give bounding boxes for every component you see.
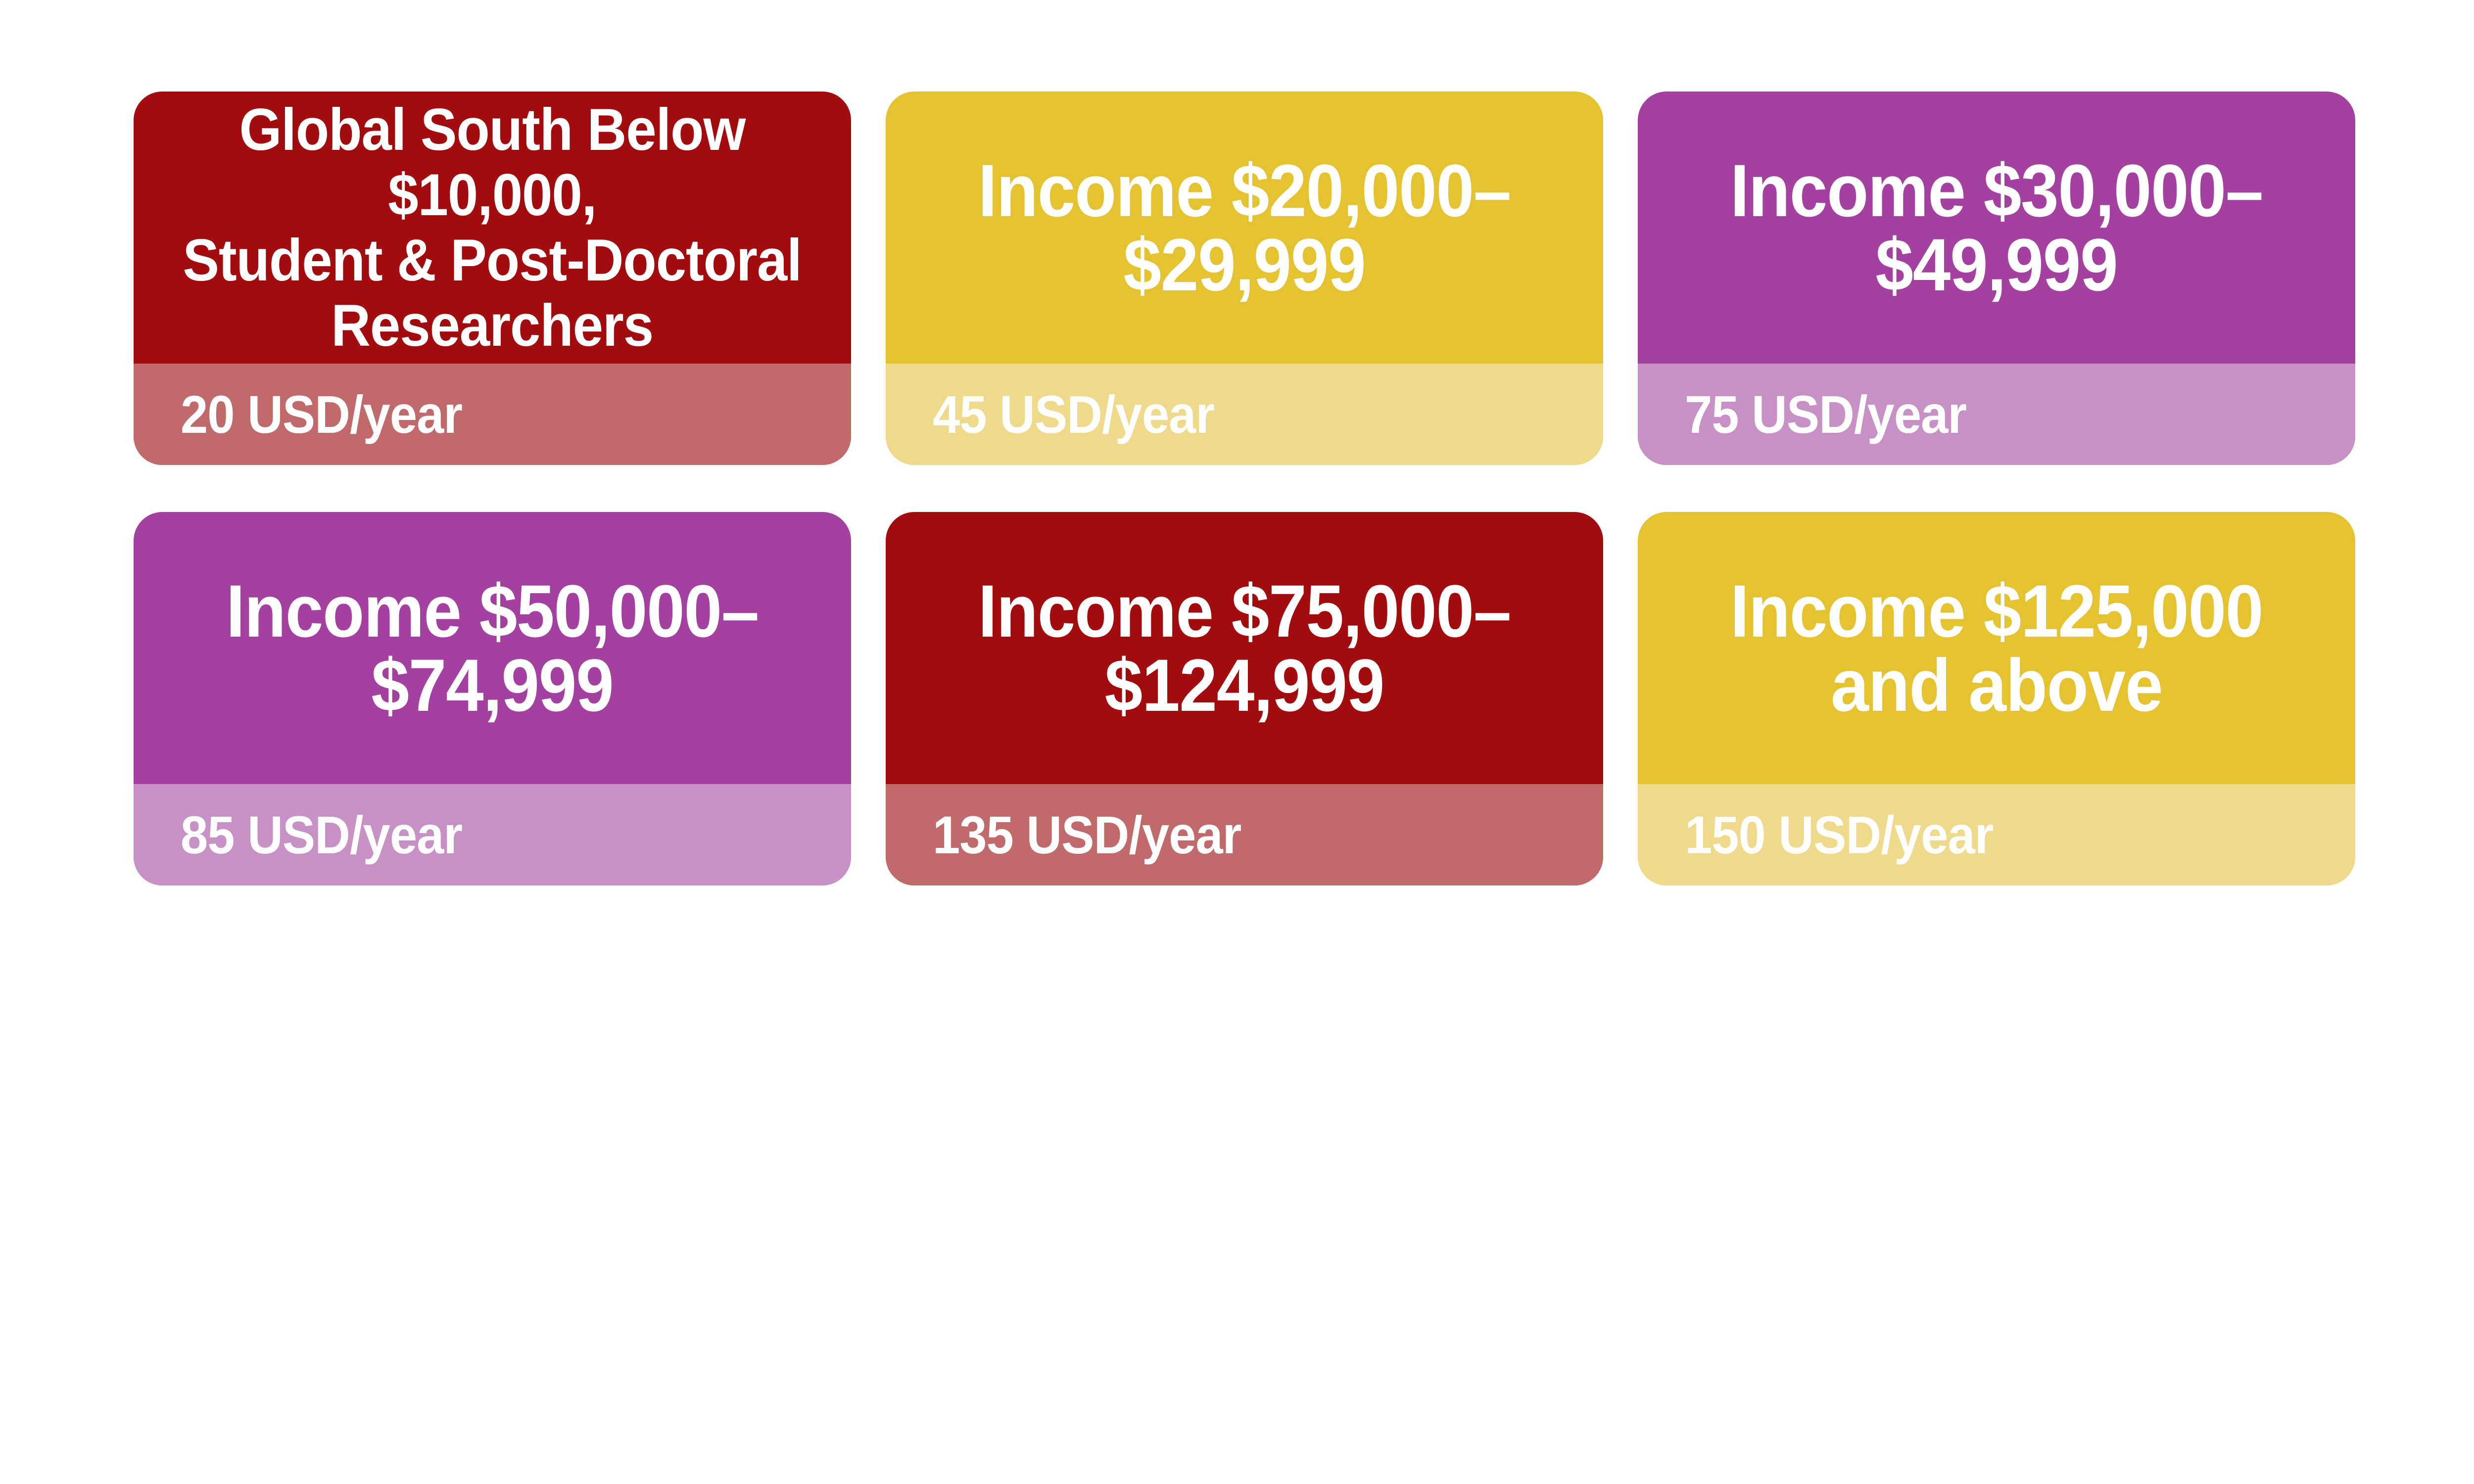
tier-card-income-20000-29999: Income $20,000– $29,999 45 USD/year bbox=[886, 92, 1603, 465]
tier-price-bar: 20 USD/year bbox=[134, 364, 851, 465]
tier-price: 45 USD/year bbox=[933, 384, 1215, 444]
tier-title: Global South Below $10,000, Student & Po… bbox=[134, 92, 851, 364]
tier-title-line: $74,999 bbox=[371, 644, 614, 727]
tier-title: Income $75,000– $124,999 bbox=[886, 512, 1603, 784]
tier-price: 20 USD/year bbox=[181, 384, 463, 444]
tier-title-line: Researchers bbox=[331, 292, 654, 359]
tier-price-bar: 135 USD/year bbox=[886, 784, 1603, 885]
tier-title: Income $20,000– $29,999 bbox=[886, 92, 1603, 364]
tier-title-line: Income $30,000– bbox=[1730, 149, 2264, 232]
tier-card-global-south-student: Global South Below $10,000, Student & Po… bbox=[134, 92, 851, 465]
tier-title-line: Income $20,000– bbox=[978, 149, 1512, 232]
tier-title-line: Global South Below bbox=[239, 96, 746, 163]
tier-price-bar: 85 USD/year bbox=[134, 784, 851, 885]
membership-pricing-grid: Global South Below $10,000, Student & Po… bbox=[134, 92, 2355, 885]
tier-card-income-50000-74999: Income $50,000– $74,999 85 USD/year bbox=[134, 512, 851, 885]
tier-price-bar: 75 USD/year bbox=[1638, 364, 2355, 465]
tier-price-bar: 150 USD/year bbox=[1638, 784, 2355, 885]
tier-title-line: $29,999 bbox=[1123, 223, 1366, 306]
tier-title-line: Income $125,000 bbox=[1730, 569, 2264, 652]
tier-title: Income $125,000 and above bbox=[1638, 512, 2355, 784]
tier-title: Income $30,000– $49,999 bbox=[1638, 92, 2355, 364]
tier-title-line: $10,000, bbox=[388, 162, 597, 228]
tier-title-line: $49,999 bbox=[1875, 223, 2118, 306]
tier-title-line: Income $50,000– bbox=[226, 569, 760, 652]
tier-card-income-125000-above: Income $125,000 and above 150 USD/year bbox=[1638, 512, 2355, 885]
tier-card-income-75000-124999: Income $75,000– $124,999 135 USD/year bbox=[886, 512, 1603, 885]
tier-price: 135 USD/year bbox=[933, 805, 1241, 865]
tier-price: 75 USD/year bbox=[1685, 384, 1967, 444]
tier-title-line: Income $75,000– bbox=[978, 569, 1512, 652]
tier-title-line: and above bbox=[1830, 644, 2163, 727]
tier-title: Income $50,000– $74,999 bbox=[134, 512, 851, 784]
tier-price: 150 USD/year bbox=[1685, 805, 1994, 865]
tier-price: 85 USD/year bbox=[181, 805, 463, 865]
tier-title-line: $124,999 bbox=[1104, 644, 1385, 727]
tier-card-income-30000-49999: Income $30,000– $49,999 75 USD/year bbox=[1638, 92, 2355, 465]
tier-title-line: Student & Post-Doctoral bbox=[183, 227, 802, 293]
tier-price-bar: 45 USD/year bbox=[886, 364, 1603, 465]
